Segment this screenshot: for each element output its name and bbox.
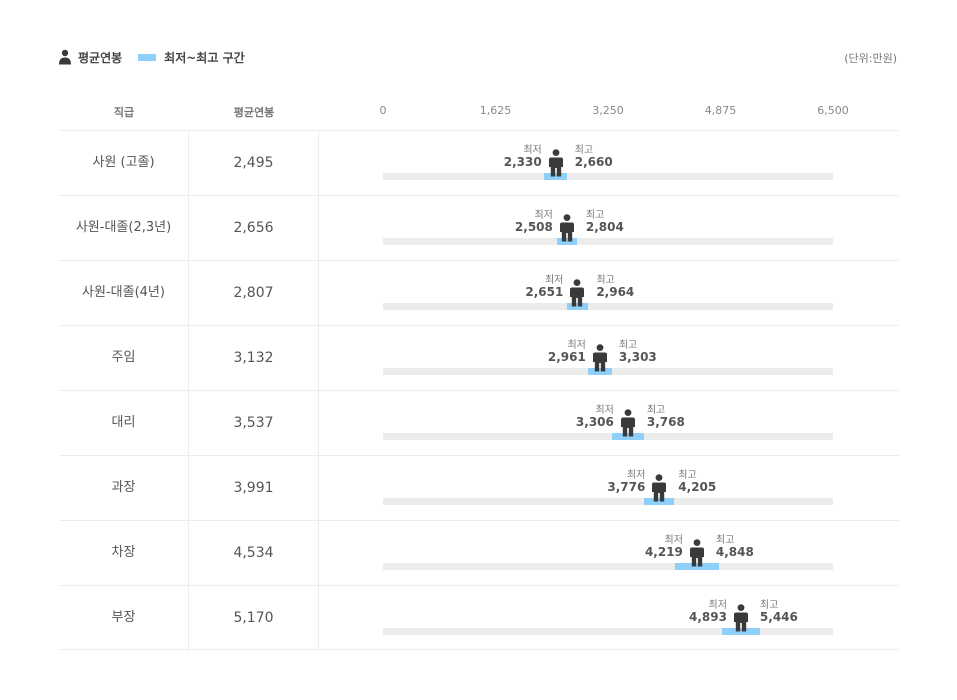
unit-label: (단위:만원) — [844, 52, 897, 65]
salary-range-bar — [721, 628, 761, 635]
average-marker-person-icon — [689, 539, 705, 567]
salary-range-bar — [675, 563, 719, 570]
salary-range-bar — [556, 238, 578, 245]
max-value: 2,804 — [585, 220, 624, 234]
max-value: 4,848 — [715, 545, 754, 559]
min-label: 최저 — [544, 275, 564, 286]
max-value: 5,446 — [759, 610, 798, 624]
average-marker-person-icon — [620, 409, 636, 437]
grade-cell: 과장 — [59, 456, 189, 521]
min-value: 4,219 — [644, 545, 683, 559]
range-track — [383, 433, 833, 440]
axis-tick-label: 1,625 — [479, 104, 512, 117]
grade-cell: 사원 (고졸) — [59, 131, 189, 196]
range-track — [383, 303, 833, 310]
max-label: 최고 — [715, 535, 735, 546]
max-value: 4,205 — [678, 480, 717, 494]
min-value: 2,651 — [525, 285, 564, 299]
min-label: 최저 — [708, 600, 727, 611]
max-label: 최고 — [585, 210, 605, 221]
axis-tick-label: 6,500 — [817, 104, 849, 117]
salary-table: 사원 (고졸) 2,495 최저 2,330 최고 2,660 사원-대졸(2,3년) 2,6… — [59, 130, 899, 651]
range-track — [383, 238, 833, 245]
axis-tick-label: 0 — [379, 104, 387, 117]
salary-range-bar — [587, 368, 612, 375]
max-label: 최고 — [618, 340, 638, 351]
max-value: 2,660 — [574, 155, 613, 169]
average-salary-cell: 3,991 — [189, 456, 319, 521]
axis-tick-label: 4,875 — [704, 104, 737, 117]
min-label: 최저 — [626, 470, 646, 481]
grade-cell: 사원-대졸(2,3년) — [59, 196, 189, 261]
range-track — [383, 628, 833, 635]
salary-range-bar — [644, 498, 675, 505]
table-row: 사원 (고졸) 2,495 최저 2,330 최고 2,660 — [59, 130, 899, 196]
grade-cell: 사원-대졸(4년) — [59, 261, 189, 326]
average-marker-person-icon — [569, 279, 585, 307]
salary-range-bar — [544, 173, 568, 180]
average-salary-cell: 5,170 — [189, 586, 319, 651]
salary-range-bar — [611, 433, 644, 440]
column-header-grade: 직급 — [113, 106, 135, 119]
column-header-average: 평균연봉 — [233, 106, 275, 119]
average-marker-person-icon — [592, 344, 608, 372]
average-salary-cell: 3,132 — [189, 326, 319, 391]
grade-cell: 차장 — [59, 521, 189, 586]
min-label: 최저 — [567, 340, 586, 351]
range-track — [383, 173, 833, 180]
max-label: 최고 — [596, 275, 615, 286]
average-salary-cell: 3,537 — [189, 391, 319, 456]
salary-range-bar — [566, 303, 589, 310]
table-row: 사원-대졸(4년) 2,807 최저 2,651 최고 2,964 — [59, 260, 899, 326]
min-label: 최저 — [595, 405, 614, 416]
legend-range-swatch — [138, 53, 157, 61]
average-salary-cell: 2,807 — [189, 261, 319, 326]
average-marker-person-icon — [733, 604, 749, 632]
person-icon — [59, 49, 71, 65]
table-row: 부장 5,170 최저 4,893 최고 5,446 — [59, 585, 899, 651]
average-marker-person-icon — [651, 474, 667, 502]
min-label: 최저 — [534, 210, 553, 221]
chart-legend: 평균연봉 최저~최고 구간 — [58, 48, 245, 66]
table-row: 사원-대졸(2,3년) 2,656 최저 2,508 최고 2,804 — [59, 195, 899, 261]
max-value: 3,303 — [618, 350, 657, 364]
legend-range-label: 최저~최고 구간 — [164, 50, 245, 65]
legend-average-label: 평균연봉 — [78, 50, 123, 65]
range-track — [383, 498, 833, 505]
max-label: 최고 — [646, 405, 666, 416]
min-label: 최저 — [664, 535, 683, 546]
average-marker-person-icon — [548, 149, 564, 177]
table-row: 주임 3,132 최저 2,961 최고 3,303 — [59, 325, 899, 391]
min-value: 2,508 — [514, 220, 553, 234]
min-value: 3,776 — [607, 480, 646, 494]
max-label: 최고 — [574, 145, 594, 156]
table-row: 대리 3,537 최저 3,306 최고 3,768 — [59, 390, 899, 456]
average-salary-cell: 2,495 — [189, 131, 319, 196]
axis-tick-label: 3,250 — [592, 104, 624, 117]
max-label: 최고 — [678, 470, 697, 481]
grade-cell: 대리 — [59, 391, 189, 456]
min-value: 3,306 — [575, 415, 614, 429]
grade-cell: 부장 — [59, 586, 189, 651]
max-label: 최고 — [759, 600, 779, 611]
min-value: 2,961 — [547, 350, 586, 364]
table-header: 직급 평균연봉 0 1,625 3,250 4,875 6,500 — [59, 100, 899, 130]
table-row: 차장 4,534 최저 4,219 최고 4,848 — [59, 520, 899, 586]
average-salary-cell: 4,534 — [189, 521, 319, 586]
max-value: 3,768 — [646, 415, 685, 429]
average-marker-person-icon — [559, 214, 575, 242]
average-salary-cell: 2,656 — [189, 196, 319, 261]
min-value: 4,893 — [688, 610, 727, 624]
grade-cell: 주임 — [59, 326, 189, 391]
max-value: 2,964 — [596, 285, 635, 299]
table-row: 과장 3,991 최저 3,776 최고 4,205 — [59, 455, 899, 521]
min-label: 최저 — [523, 145, 542, 156]
min-value: 2,330 — [503, 155, 542, 169]
range-track — [383, 563, 833, 570]
